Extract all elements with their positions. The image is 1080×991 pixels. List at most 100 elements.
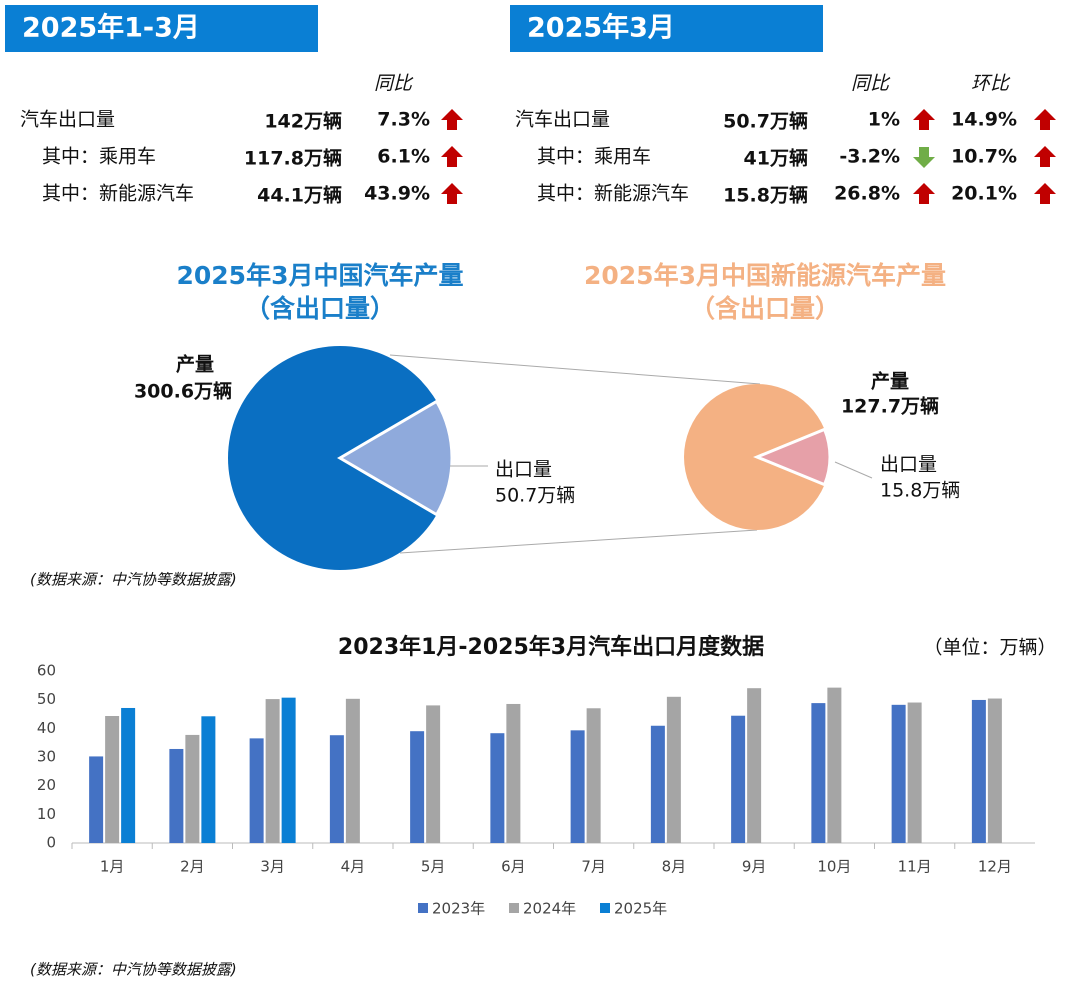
banner bbox=[510, 5, 823, 52]
column-header: 同比 bbox=[374, 73, 414, 95]
row-change: -3.2% bbox=[839, 146, 900, 168]
bar bbox=[891, 704, 906, 843]
pie-value-label: 15.8万辆 bbox=[880, 480, 960, 502]
y-tick-label: 30 bbox=[37, 748, 56, 766]
x-tick-label: 11月 bbox=[898, 858, 932, 876]
panel-title: 2025年1-3月 bbox=[22, 12, 200, 44]
row-value: 142万辆 bbox=[264, 110, 342, 133]
row-change: 10.7% bbox=[951, 146, 1017, 168]
row-value: 15.8万辆 bbox=[723, 184, 808, 207]
row-label: 其中：新能源汽车 bbox=[42, 183, 194, 205]
row-label: 汽车出口量 bbox=[515, 109, 610, 131]
bar bbox=[650, 725, 665, 843]
x-tick-label: 1月 bbox=[100, 858, 125, 876]
row-change: 1% bbox=[868, 109, 900, 131]
row-value: 50.7万辆 bbox=[723, 110, 808, 133]
banner bbox=[5, 5, 318, 52]
bar bbox=[105, 716, 120, 843]
y-tick-label: 50 bbox=[37, 690, 56, 708]
pie-value-label: 127.7万辆 bbox=[841, 395, 939, 418]
row-value: 41万辆 bbox=[744, 147, 808, 170]
x-tick-label: 10月 bbox=[817, 858, 851, 876]
bar bbox=[666, 696, 681, 843]
chart-title: 2023年1月-2025年3月汽车出口月度数据 bbox=[338, 634, 764, 660]
x-tick-label: 12月 bbox=[978, 858, 1012, 876]
y-tick-label: 0 bbox=[46, 834, 56, 852]
unit-label: （单位：万辆） bbox=[923, 637, 1056, 659]
legend-swatch bbox=[418, 903, 428, 913]
row-change: 43.9% bbox=[364, 183, 430, 205]
column-header: 环比 bbox=[971, 73, 1011, 95]
bar bbox=[281, 697, 296, 843]
row-value: 117.8万辆 bbox=[244, 147, 342, 170]
y-tick-label: 60 bbox=[37, 662, 56, 680]
bar bbox=[265, 699, 280, 843]
pie-label: 出口量 bbox=[495, 459, 552, 481]
up-arrow bbox=[441, 109, 463, 130]
row-label: 其中：乘用车 bbox=[42, 146, 156, 168]
bar bbox=[329, 735, 344, 843]
x-tick-label: 7月 bbox=[581, 858, 606, 876]
connector bbox=[389, 354, 761, 385]
pie-subtitle: （含出口量） bbox=[245, 294, 395, 323]
legend-label: 2025年 bbox=[614, 900, 667, 918]
up-arrow bbox=[913, 109, 935, 130]
pie-label: 产量 bbox=[176, 353, 214, 376]
row-label: 其中：新能源汽车 bbox=[537, 183, 689, 205]
bar bbox=[185, 734, 200, 843]
x-tick-label: 6月 bbox=[501, 858, 526, 876]
bar bbox=[586, 708, 601, 843]
leader-line bbox=[834, 461, 873, 479]
bar bbox=[426, 705, 441, 843]
source-note: (数据来源：中汽协等数据披露) bbox=[30, 961, 237, 979]
x-tick-label: 5月 bbox=[421, 858, 446, 876]
up-arrow bbox=[1034, 146, 1056, 167]
pie-slice bbox=[337, 399, 454, 517]
bar bbox=[121, 707, 136, 843]
panel-title: 2025年3月 bbox=[527, 12, 675, 44]
bar bbox=[345, 698, 360, 843]
column-header: 同比 bbox=[851, 73, 891, 95]
legend-label: 2023年 bbox=[432, 900, 485, 918]
bar bbox=[89, 756, 104, 843]
bar bbox=[249, 738, 264, 843]
pie-title: 2025年3月中国新能源汽车产量 bbox=[584, 261, 946, 290]
row-label: 汽车出口量 bbox=[20, 109, 115, 131]
pie-value-label: 300.6万辆 bbox=[134, 380, 232, 403]
pie-value-label: 50.7万辆 bbox=[495, 485, 575, 507]
x-tick-label: 4月 bbox=[341, 858, 366, 876]
up-arrow bbox=[441, 183, 463, 204]
legend-label: 2024年 bbox=[523, 900, 576, 918]
bar bbox=[971, 699, 986, 843]
up-arrow bbox=[1034, 109, 1056, 130]
row-change: 7.3% bbox=[377, 109, 430, 131]
bar bbox=[490, 733, 505, 843]
row-value: 44.1万辆 bbox=[257, 184, 342, 207]
legend-swatch bbox=[509, 903, 519, 913]
bar bbox=[907, 702, 922, 843]
bar bbox=[169, 748, 184, 843]
y-tick-label: 40 bbox=[37, 719, 56, 737]
y-tick-label: 10 bbox=[37, 805, 56, 823]
pie-label: 出口量 bbox=[880, 454, 937, 476]
x-tick-label: 8月 bbox=[662, 858, 687, 876]
up-arrow bbox=[441, 146, 463, 167]
row-label: 其中：乘用车 bbox=[537, 146, 651, 168]
bar bbox=[827, 687, 842, 843]
row-change: 6.1% bbox=[377, 146, 430, 168]
up-arrow bbox=[913, 183, 935, 204]
pie-slice bbox=[753, 427, 832, 487]
pie-label: 产量 bbox=[871, 370, 909, 393]
x-tick-label: 9月 bbox=[742, 858, 767, 876]
down-arrow bbox=[913, 147, 935, 168]
pie-subtitle: （含出口量） bbox=[690, 294, 840, 323]
legend-swatch bbox=[600, 903, 610, 913]
up-arrow bbox=[1034, 183, 1056, 204]
row-change: 26.8% bbox=[834, 183, 900, 205]
bar bbox=[747, 688, 762, 843]
x-tick-label: 2月 bbox=[180, 858, 205, 876]
row-change: 20.1% bbox=[951, 183, 1017, 205]
bar bbox=[410, 731, 425, 843]
bar bbox=[731, 715, 746, 843]
